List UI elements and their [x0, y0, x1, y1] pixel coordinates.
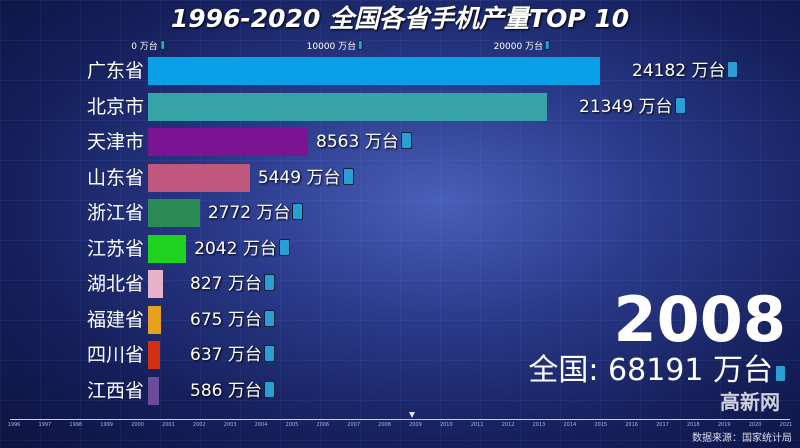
- timeline-year-tick: 2017: [656, 422, 669, 428]
- value-label: 586 万台: [190, 377, 275, 405]
- mobile-phone-icon: [358, 40, 364, 50]
- category-label: 江苏省: [86, 237, 144, 260]
- axis-tick-text: 20000 万台: [493, 42, 544, 52]
- timeline-year-tick: 2005: [285, 422, 299, 428]
- value-label: 5449 万台: [258, 164, 354, 192]
- bar-3: [148, 163, 250, 192]
- value-label: 637 万台: [190, 341, 275, 369]
- value-label: 8563 万台: [316, 128, 412, 156]
- category-label: 浙江省: [86, 202, 144, 224]
- timeline-year-tick: 2008: [378, 422, 391, 428]
- value-text: 2042 万台: [194, 238, 277, 259]
- value-text: 675 万台: [190, 309, 262, 330]
- mobile-phone-icon: [263, 274, 275, 291]
- bar-5: [148, 234, 187, 263]
- mobile-phone-icon: [263, 345, 275, 362]
- timeline-year-tick: 2004: [254, 422, 268, 428]
- value-label: 2772 万台: [208, 199, 304, 227]
- timeline-year-tick: 2001: [162, 422, 175, 428]
- value-label: 827 万台: [190, 270, 275, 298]
- timeline-year-tick: 2010: [439, 422, 453, 428]
- value-text: 8563 万台: [316, 132, 399, 152]
- timeline-year-tick: 2019: [717, 422, 731, 428]
- mobile-phone-icon: [342, 167, 354, 185]
- timeline-year-tick: 1999: [100, 422, 113, 428]
- timeline-year-tick: 2009: [409, 422, 422, 428]
- axis-tick-text: 0 万台: [131, 42, 158, 52]
- category-label: 山东省: [86, 166, 144, 189]
- mobile-phone-icon: [545, 40, 551, 50]
- value-text: 637 万台: [190, 345, 262, 365]
- bar-8: [148, 341, 160, 369]
- mobile-phone-icon: [400, 132, 412, 149]
- mobile-phone-icon: [775, 365, 786, 382]
- mobile-phone-icon: [674, 96, 686, 114]
- timeline-year-tick: 2016: [625, 422, 638, 428]
- timeline-year-tick: 2003: [223, 422, 237, 428]
- timeline-year-tick: 2002: [192, 422, 206, 428]
- category-label: 广东省: [86, 60, 144, 82]
- axis-tick-label: 20000 万台: [494, 40, 551, 53]
- timeline-year-tick: 2018: [686, 422, 700, 428]
- value-label: 21349 万台: [579, 93, 686, 121]
- value-text: 21349 万台: [579, 96, 673, 117]
- timeline-year-tick: 2011: [470, 422, 484, 428]
- axis-tick-label: 10000 万台: [307, 40, 364, 53]
- mobile-phone-icon: [263, 380, 275, 398]
- bar-2: [148, 128, 309, 156]
- value-text: 24182 万台: [632, 61, 726, 81]
- timeline-year-tick: 2020: [748, 422, 762, 428]
- timeline-year-tick: 1996: [7, 422, 21, 428]
- timeline-year-tick: 2000: [131, 422, 144, 428]
- value-text: 827 万台: [190, 274, 262, 294]
- bar-1: [148, 92, 548, 121]
- bar-9: [148, 376, 159, 405]
- watermark: 高新网: [720, 390, 780, 414]
- bar-7: [148, 305, 161, 334]
- value-label: 24182 万台: [632, 57, 739, 85]
- category-label: 湖北省: [86, 273, 144, 295]
- mobile-phone-icon: [727, 61, 739, 78]
- category-label: 江西省: [86, 379, 144, 402]
- bar-6: [148, 270, 164, 298]
- mobile-phone-icon: [159, 40, 165, 50]
- timeline-marker[interactable]: [409, 412, 416, 418]
- category-label: 天津市: [86, 131, 144, 153]
- timeline-year-tick: 2021: [779, 422, 793, 428]
- chart-title: 1996-2020 全国各省手机产量TOP 10: [170, 4, 630, 33]
- value-text: 586 万台: [190, 380, 262, 401]
- mobile-phone-icon: [263, 309, 275, 327]
- year-label: 2008: [613, 283, 786, 356]
- axis-tick-text: 10000 万台: [306, 42, 357, 52]
- bar-0: [148, 57, 600, 85]
- timeline-year-tick: 2012: [501, 422, 515, 428]
- timeline-year-tick: 2013: [532, 422, 546, 428]
- category-label: 福建省: [86, 308, 144, 331]
- total-label: 全国: 68191 万台: [528, 354, 786, 388]
- timeline-year-tick: 2015: [594, 422, 608, 428]
- data-source: 数据来源：国家统计局: [692, 433, 792, 444]
- mobile-phone-icon: [278, 238, 290, 256]
- axis-tick-label: 0 万台: [131, 40, 165, 53]
- bar-4: [148, 199, 200, 227]
- timeline-slider[interactable]: [10, 419, 790, 420]
- category-label: 四川省: [86, 344, 144, 366]
- timeline-year-tick: 2006: [316, 422, 330, 428]
- timeline-year-tick: 1997: [38, 422, 52, 428]
- mobile-phone-icon: [292, 203, 304, 220]
- total-text: 全国: 68191 万台: [528, 353, 773, 388]
- value-text: 2772 万台: [207, 203, 291, 223]
- timeline-year-tick: 1998: [69, 422, 83, 428]
- timeline-year-tick: 2014: [563, 422, 577, 428]
- timeline-year-tick: 2007: [347, 422, 361, 428]
- value-label: 675 万台: [190, 306, 275, 334]
- category-label: 北京市: [86, 95, 144, 118]
- value-text: 5449 万台: [257, 167, 341, 188]
- value-label: 2042 万台: [194, 235, 290, 263]
